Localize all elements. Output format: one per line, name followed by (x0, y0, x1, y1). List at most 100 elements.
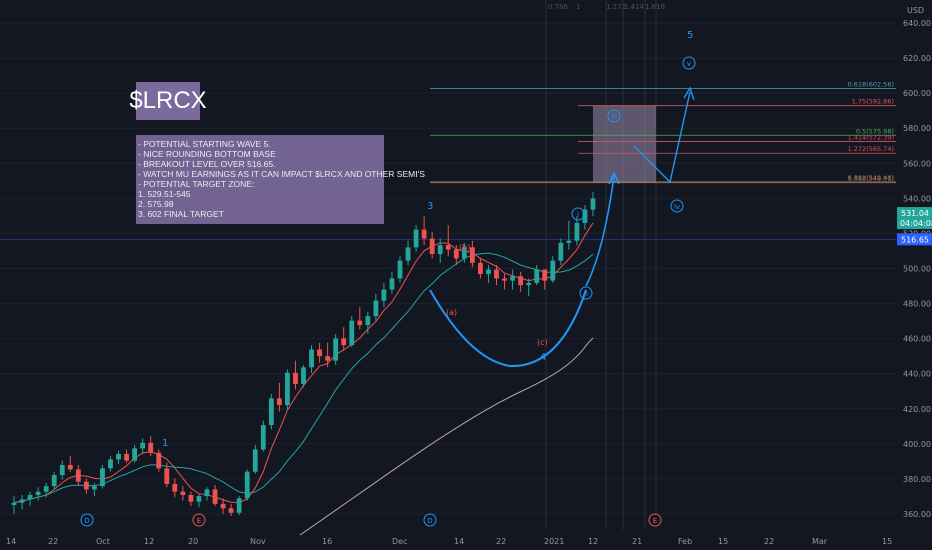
last-price-tag (897, 207, 932, 230)
price-tick: 580.00 (903, 124, 931, 133)
candle-body (453, 249, 459, 259)
candle-body (365, 316, 371, 326)
candle-body (349, 320, 355, 346)
candle-body (317, 349, 322, 357)
candle-body (333, 338, 339, 361)
time-tick: Oct (96, 537, 110, 546)
wave-label-v-text: v (687, 60, 691, 68)
candle-body (244, 471, 250, 499)
wave-label-i-text: i (577, 211, 579, 219)
time-axis[interactable]: 14 22 Oct 12 20 Nov 16 Dec 14 22 2021 12 21 Feb 15 22 Ma… (6, 537, 892, 546)
candle-body (92, 486, 97, 490)
candle-body (268, 398, 274, 426)
price-axis[interactable]: USD 640.00 620.00 600.00 580.00 560.00 540.00 5… (897, 0, 932, 550)
candle-body (285, 372, 290, 406)
time-tick: 2021 (544, 537, 564, 546)
fib-level-label: 0.5(575.98) (856, 127, 894, 135)
candle-body (494, 269, 499, 279)
candle-body (574, 222, 580, 241)
wave-label-5: 5 (687, 30, 693, 41)
price-tick: 640.00 (903, 19, 931, 28)
note-line: 2. 575.98 (138, 199, 174, 209)
candle-body (526, 282, 532, 286)
candle-body (558, 242, 564, 261)
breakout-price: 516.65 (901, 235, 929, 244)
last-price: 531.04 (901, 209, 929, 218)
bar-countdown: 04:04:08 (900, 219, 932, 228)
candle-body (27, 495, 33, 500)
candle-body (309, 349, 314, 368)
candle-body (325, 356, 331, 361)
candle-body (51, 475, 57, 487)
event-marker[interactable] (648, 513, 662, 527)
candle-body (164, 468, 170, 484)
candle-body (357, 320, 363, 326)
candle-body (461, 247, 467, 259)
candle-body (59, 465, 65, 476)
arrow-head (608, 171, 620, 185)
price-tick: 600.00 (903, 89, 931, 98)
candle-body (437, 245, 443, 255)
candle-body (212, 489, 218, 504)
event-marker-text: D (427, 517, 432, 525)
time-tick: Feb (678, 537, 692, 546)
time-tick: Dec (392, 537, 407, 546)
candle-body (236, 498, 242, 513)
candle-body (108, 459, 113, 469)
candle-body (116, 453, 121, 460)
candle-body (148, 442, 154, 453)
candle-body (83, 481, 89, 490)
wave-label-a: (a) (446, 308, 457, 317)
time-tick: 16 (322, 537, 332, 546)
time-tick: 15 (718, 537, 728, 546)
candle-body (276, 398, 282, 406)
event-marker-text: E (653, 517, 657, 525)
candle-body (397, 260, 403, 279)
candle-body (534, 269, 540, 283)
wave-label-ii (579, 286, 593, 300)
time-tick: 22 (764, 537, 774, 546)
candle-body (19, 499, 25, 503)
note-line: - BREAKOUT LEVEL OVER 516.65. (138, 159, 276, 169)
rounding-bottom-curve (429, 289, 587, 368)
price-axis-bg (897, 0, 932, 550)
candle-body (469, 247, 475, 263)
candle-body (260, 425, 266, 450)
wave-label-3: 3 (427, 201, 433, 212)
candle-body (550, 260, 556, 281)
price-tick: 460.00 (903, 335, 931, 344)
price-tick: 500.00 (903, 265, 931, 274)
time-tick: Mar (812, 537, 828, 546)
price-tick: 560.00 (903, 159, 931, 168)
time-tick: 22 (496, 537, 506, 546)
note-line: - NICE ROUNDING BOTTOM BASE (138, 149, 276, 159)
wave-label-iii (607, 109, 621, 123)
candle-body (132, 448, 138, 461)
candle-body (140, 442, 146, 449)
fib-level-label: 1.75(592.86) (852, 98, 894, 106)
fib-time-label: 1.414 (624, 3, 645, 11)
candle-body (502, 278, 507, 281)
time-tick: 14 (6, 537, 16, 546)
note-line: 3. 602 FINAL TARGET (138, 209, 224, 219)
event-marker[interactable] (192, 513, 206, 527)
note-line: 1. 529.51-545 (138, 189, 191, 199)
event-marker[interactable] (423, 513, 437, 527)
candle-body (381, 289, 387, 301)
candle-body (542, 269, 548, 281)
time-tick: 14 (454, 537, 464, 546)
fib-level-label: 1.272(565.74) (848, 145, 894, 153)
wave-label-v (682, 56, 696, 70)
candle-body (301, 367, 306, 384)
event-marker[interactable] (80, 513, 94, 527)
wave-label-c: (c) (537, 338, 548, 347)
price-tick: 540.00 (903, 194, 931, 203)
currency-label: USD (907, 6, 924, 15)
time-tick: 21 (632, 537, 642, 546)
price-tick: 480.00 (903, 300, 931, 309)
candle-body (100, 468, 105, 487)
candle-body (67, 465, 73, 470)
candle-body (220, 503, 226, 509)
fib-level-label: 1.618(548.91) (848, 175, 894, 183)
